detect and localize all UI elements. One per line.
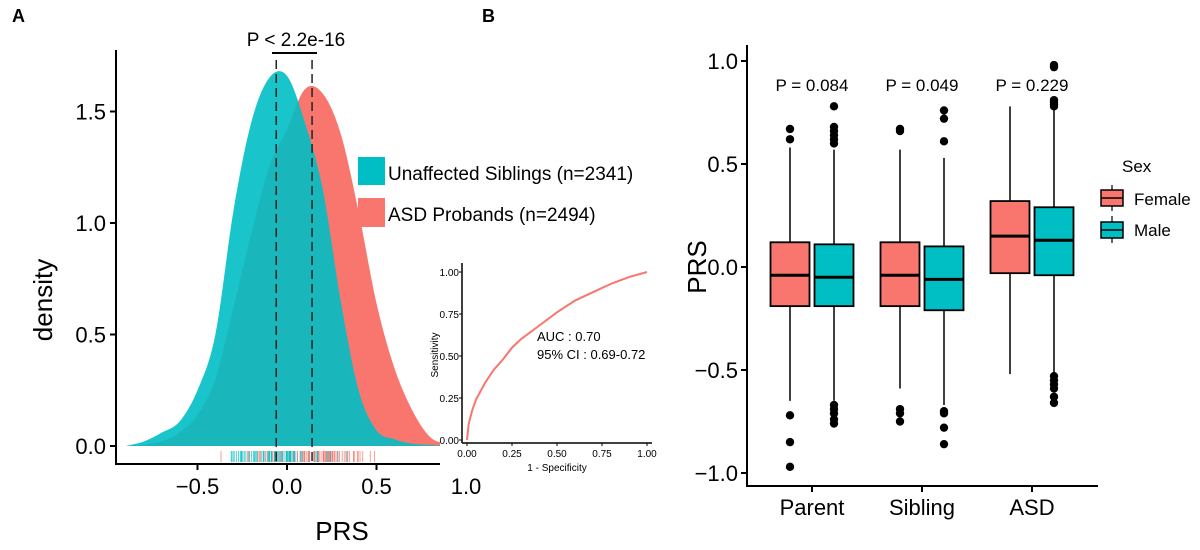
- mean-lines: [275, 60, 313, 462]
- outlier-point: [829, 409, 839, 418]
- inset-y-tick-label: 1.00: [440, 268, 460, 279]
- inset-y-tick-label: 0.25: [440, 394, 460, 405]
- inset-background: [440, 255, 665, 475]
- outlier-point: [939, 114, 949, 123]
- legend-label-female: Female: [1134, 190, 1191, 209]
- axis-ticks: −0.5 0.0 0.5 1.0 0.0 0.5 1.0 1.5: [75, 100, 481, 500]
- inset-y-tick-label: 0.50: [440, 352, 460, 363]
- inset-y-tick-label: 0.00: [440, 436, 460, 447]
- inset-x-tick-label: 0.75: [592, 449, 612, 460]
- x-tick-label: −0.5: [176, 474, 219, 499]
- p-value-label: P = 0.049: [886, 76, 959, 95]
- y-tick-label: 0.5: [707, 152, 738, 177]
- outlier-point: [939, 439, 949, 449]
- outlier-point: [1049, 62, 1059, 72]
- x-tick-label: 0.5: [361, 474, 392, 499]
- auc-label: AUC : 0.70: [537, 329, 601, 344]
- inset-y-tick-label: 0.75: [440, 310, 460, 321]
- box-sibling-female: [879, 124, 921, 426]
- x-tick-label: 0.0: [272, 474, 303, 499]
- outlier-point: [829, 102, 839, 111]
- box-sibling-male: [923, 106, 965, 449]
- outlier-point: [939, 409, 949, 418]
- legend-label-male: Male: [1134, 221, 1171, 240]
- density-areas: [125, 71, 467, 447]
- outlier-point: [939, 106, 949, 115]
- p-values: P = 0.084 P = 0.049 P = 0.229: [776, 76, 1069, 95]
- roc-inset: 0.00 0.25 0.50 0.75 1.00 0.00 0.25 0.50 0.75 1.00…: [430, 255, 665, 475]
- y-axis-label: PRS: [682, 240, 712, 293]
- box-iqr: [813, 243, 855, 308]
- outlier-point: [1049, 102, 1059, 111]
- inset-x-tick-label: 0.50: [547, 449, 567, 460]
- outlier-point: [1049, 398, 1059, 408]
- outlier-point: [829, 419, 839, 428]
- inset-x-tick-label: 0.00: [457, 449, 477, 460]
- legend-label-asd: ASD Probands (n=2494): [388, 205, 596, 226]
- y-tick-label: −1.0: [695, 461, 738, 486]
- rug-marks: [220, 451, 376, 462]
- inset-ticks: 0.00 0.25 0.50 0.75 1.00 0.00 0.25 0.50 0.75 1.00: [440, 268, 658, 460]
- ci-label: 95% CI : 0.69-0.72: [537, 347, 645, 362]
- legend: Unaffected Siblings (n=2341) ASD Proband…: [358, 157, 633, 227]
- box-plot: −1.0 −0.5 0.0 0.5 1.0 Parent Sibling ASD PRS P …: [682, 45, 1191, 520]
- panel-label-b: B: [482, 6, 495, 26]
- outlier-point: [785, 124, 795, 134]
- box-asd-male: [1033, 60, 1075, 408]
- outlier-point: [939, 423, 949, 432]
- axis-ticks: −1.0 −0.5 0.0 0.5 1.0 Parent Sibling ASD: [695, 49, 1055, 520]
- y-tick-label: 0.5: [75, 323, 106, 348]
- y-axis-label: density: [28, 259, 58, 341]
- outlier-point: [1049, 384, 1059, 393]
- p-value-label: P = 0.229: [996, 76, 1069, 95]
- inset-y-label: Sensitivity: [430, 332, 441, 377]
- box-parent-female: [769, 124, 811, 472]
- y-tick-label: −0.5: [695, 358, 738, 383]
- outlier-point: [895, 126, 905, 136]
- outlier-point: [939, 137, 949, 146]
- y-tick-label: 1.5: [75, 100, 106, 125]
- x-tick-label: ASD: [1009, 495, 1054, 520]
- density-area-siblings: [125, 71, 467, 447]
- inset-x-tick-label: 0.25: [502, 449, 522, 460]
- outlier-point: [829, 139, 839, 148]
- legend-label-siblings: Unaffected Siblings (n=2341): [388, 164, 633, 185]
- legend: Sex Female Male: [1100, 157, 1191, 243]
- panel-label-a: A: [12, 6, 25, 26]
- x-tick-label: 1.0: [451, 474, 482, 499]
- y-tick-label: 1.0: [75, 211, 106, 236]
- box-parent-male: [813, 102, 855, 428]
- outlier-point: [785, 135, 795, 144]
- y-tick-label: 0.0: [707, 255, 738, 280]
- x-tick-label: Parent: [780, 495, 845, 520]
- outlier-point: [785, 462, 795, 472]
- y-tick-label: 0.0: [75, 434, 106, 459]
- inset-x-tick-label: 1.00: [637, 449, 657, 460]
- outlier-point: [785, 437, 795, 447]
- box-asd-female: [989, 106, 1031, 375]
- legend-title: Sex: [1122, 157, 1152, 176]
- y-tick-label: 1.0: [707, 49, 738, 74]
- x-axis-label: PRS: [315, 516, 368, 545]
- outlier-point: [1049, 392, 1059, 401]
- p-value-label: P = 0.084: [776, 76, 849, 95]
- x-tick-label: Sibling: [889, 495, 955, 520]
- outlier-point: [895, 409, 905, 418]
- legend-key-siblings: [358, 157, 385, 185]
- density-plot: −0.5 0.0 0.5 1.0 0.0 0.5 1.0 1.5 density PRS P …: [28, 30, 633, 546]
- p-value-annotation: P < 2.2e-16: [247, 30, 345, 51]
- inset-x-label: 1 - Specificity: [527, 463, 586, 474]
- legend-key-asd: [358, 198, 385, 227]
- outlier-point: [895, 417, 905, 426]
- boxes: [769, 60, 1075, 472]
- outlier-point: [785, 411, 795, 420]
- roc-curve: [466, 271, 648, 441]
